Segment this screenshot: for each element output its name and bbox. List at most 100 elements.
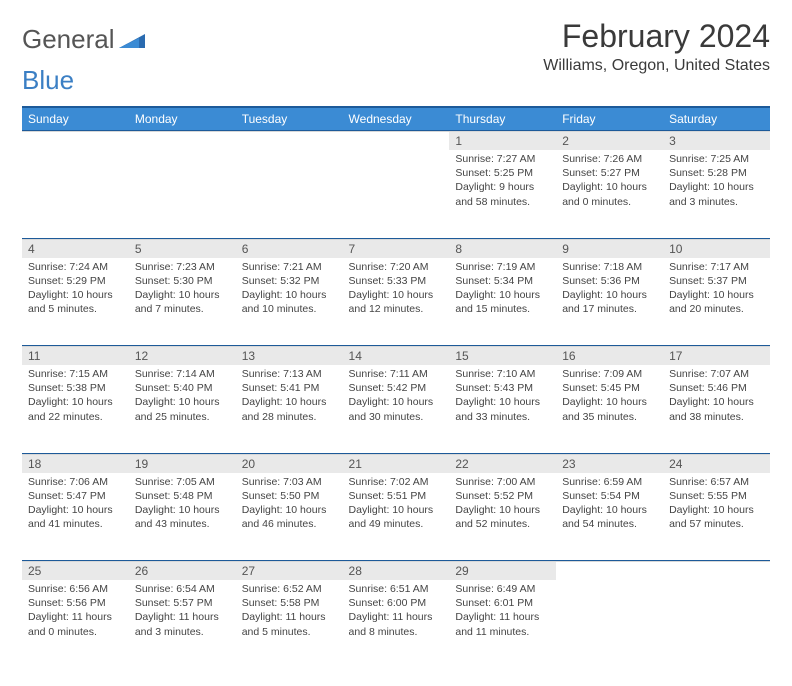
day1-text: Daylight: 10 hours (349, 503, 444, 517)
day-details: Sunrise: 6:59 AMSunset: 5:54 PMDaylight:… (556, 473, 663, 538)
logo-triangle-icon (119, 24, 145, 55)
day-number-cell: 19 (129, 453, 236, 473)
day-number: 7 (343, 239, 450, 258)
day-details: Sunrise: 6:49 AMSunset: 6:01 PMDaylight:… (449, 580, 556, 645)
day-details: Sunrise: 7:05 AMSunset: 5:48 PMDaylight:… (129, 473, 236, 538)
day2-text: and 17 minutes. (562, 302, 657, 316)
day-details: Sunrise: 7:13 AMSunset: 5:41 PMDaylight:… (236, 365, 343, 430)
week-content-row: Sunrise: 7:06 AMSunset: 5:47 PMDaylight:… (22, 473, 770, 561)
sunrise-text: Sunrise: 7:20 AM (349, 260, 444, 274)
day-number: 11 (22, 346, 129, 365)
day2-text: and 57 minutes. (669, 517, 764, 531)
day-cell: Sunrise: 7:14 AMSunset: 5:40 PMDaylight:… (129, 365, 236, 453)
day2-text: and 58 minutes. (455, 195, 550, 209)
sunrise-text: Sunrise: 7:10 AM (455, 367, 550, 381)
day-number-cell: 4 (22, 238, 129, 258)
sunset-text: Sunset: 5:51 PM (349, 489, 444, 503)
sunrise-text: Sunrise: 7:26 AM (562, 152, 657, 166)
day2-text: and 25 minutes. (135, 410, 230, 424)
sunset-text: Sunset: 5:56 PM (28, 596, 123, 610)
day-number-cell: 12 (129, 346, 236, 366)
day-cell: Sunrise: 7:09 AMSunset: 5:45 PMDaylight:… (556, 365, 663, 453)
day-details: Sunrise: 7:06 AMSunset: 5:47 PMDaylight:… (22, 473, 129, 538)
day-cell (663, 580, 770, 668)
day-number-cell: 8 (449, 238, 556, 258)
week-content-row: Sunrise: 6:56 AMSunset: 5:56 PMDaylight:… (22, 580, 770, 668)
sunset-text: Sunset: 5:28 PM (669, 166, 764, 180)
day-cell: Sunrise: 7:27 AMSunset: 5:25 PMDaylight:… (449, 150, 556, 238)
sunset-text: Sunset: 5:58 PM (242, 596, 337, 610)
day-number-cell: 2 (556, 131, 663, 151)
day-details: Sunrise: 6:56 AMSunset: 5:56 PMDaylight:… (22, 580, 129, 645)
day2-text: and 20 minutes. (669, 302, 764, 316)
sunset-text: Sunset: 6:00 PM (349, 596, 444, 610)
day-cell: Sunrise: 7:19 AMSunset: 5:34 PMDaylight:… (449, 258, 556, 346)
day-cell: Sunrise: 7:18 AMSunset: 5:36 PMDaylight:… (556, 258, 663, 346)
day2-text: and 5 minutes. (242, 625, 337, 639)
month-title: February 2024 (543, 18, 770, 55)
sunset-text: Sunset: 5:37 PM (669, 274, 764, 288)
day-cell: Sunrise: 6:51 AMSunset: 6:00 PMDaylight:… (343, 580, 450, 668)
day-details: Sunrise: 7:21 AMSunset: 5:32 PMDaylight:… (236, 258, 343, 323)
day-number-cell: 21 (343, 453, 450, 473)
day-number-cell: 6 (236, 238, 343, 258)
day-number-cell (343, 131, 450, 151)
day-number: 3 (663, 131, 770, 150)
day-number (663, 561, 770, 580)
day-number: 12 (129, 346, 236, 365)
day-number (22, 131, 129, 150)
day1-text: Daylight: 10 hours (669, 288, 764, 302)
calendar-table: Sunday Monday Tuesday Wednesday Thursday… (22, 106, 770, 668)
day-details: Sunrise: 7:23 AMSunset: 5:30 PMDaylight:… (129, 258, 236, 323)
day-cell: Sunrise: 7:05 AMSunset: 5:48 PMDaylight:… (129, 473, 236, 561)
week-content-row: Sunrise: 7:15 AMSunset: 5:38 PMDaylight:… (22, 365, 770, 453)
sunset-text: Sunset: 5:32 PM (242, 274, 337, 288)
day-number: 21 (343, 454, 450, 473)
day-number-cell: 3 (663, 131, 770, 151)
day1-text: Daylight: 10 hours (349, 395, 444, 409)
day2-text: and 0 minutes. (28, 625, 123, 639)
day1-text: Daylight: 10 hours (562, 395, 657, 409)
sunrise-text: Sunrise: 6:56 AM (28, 582, 123, 596)
day-number-cell: 23 (556, 453, 663, 473)
day-number-cell: 16 (556, 346, 663, 366)
day-number: 19 (129, 454, 236, 473)
sunrise-text: Sunrise: 7:21 AM (242, 260, 337, 274)
day2-text: and 22 minutes. (28, 410, 123, 424)
logo-word2: Blue (22, 65, 74, 96)
sunset-text: Sunset: 5:33 PM (349, 274, 444, 288)
logo-word1: General (22, 24, 115, 55)
day-details: Sunrise: 7:15 AMSunset: 5:38 PMDaylight:… (22, 365, 129, 430)
logo: General (22, 18, 145, 55)
sunset-text: Sunset: 5:47 PM (28, 489, 123, 503)
day2-text: and 49 minutes. (349, 517, 444, 531)
day2-text: and 35 minutes. (562, 410, 657, 424)
day-details: Sunrise: 7:27 AMSunset: 5:25 PMDaylight:… (449, 150, 556, 215)
day-cell: Sunrise: 7:25 AMSunset: 5:28 PMDaylight:… (663, 150, 770, 238)
day1-text: Daylight: 10 hours (562, 288, 657, 302)
week-content-row: Sunrise: 7:24 AMSunset: 5:29 PMDaylight:… (22, 258, 770, 346)
sunset-text: Sunset: 5:41 PM (242, 381, 337, 395)
col-thursday: Thursday (449, 107, 556, 131)
day-number: 15 (449, 346, 556, 365)
day-number: 8 (449, 239, 556, 258)
day-details: Sunrise: 7:19 AMSunset: 5:34 PMDaylight:… (449, 258, 556, 323)
day-cell (556, 580, 663, 668)
day1-text: Daylight: 10 hours (455, 395, 550, 409)
day2-text: and 52 minutes. (455, 517, 550, 531)
day1-text: Daylight: 10 hours (135, 288, 230, 302)
day-number (236, 131, 343, 150)
sunset-text: Sunset: 5:57 PM (135, 596, 230, 610)
sunrise-text: Sunrise: 7:14 AM (135, 367, 230, 381)
day2-text: and 3 minutes. (135, 625, 230, 639)
day-number: 23 (556, 454, 663, 473)
day-cell (22, 150, 129, 238)
day-cell: Sunrise: 7:03 AMSunset: 5:50 PMDaylight:… (236, 473, 343, 561)
day-number-cell: 17 (663, 346, 770, 366)
day-cell: Sunrise: 6:54 AMSunset: 5:57 PMDaylight:… (129, 580, 236, 668)
col-monday: Monday (129, 107, 236, 131)
sunrise-text: Sunrise: 6:57 AM (669, 475, 764, 489)
day2-text: and 30 minutes. (349, 410, 444, 424)
day-cell: Sunrise: 6:57 AMSunset: 5:55 PMDaylight:… (663, 473, 770, 561)
calendar-page: General February 2024 Williams, Oregon, … (0, 0, 792, 686)
